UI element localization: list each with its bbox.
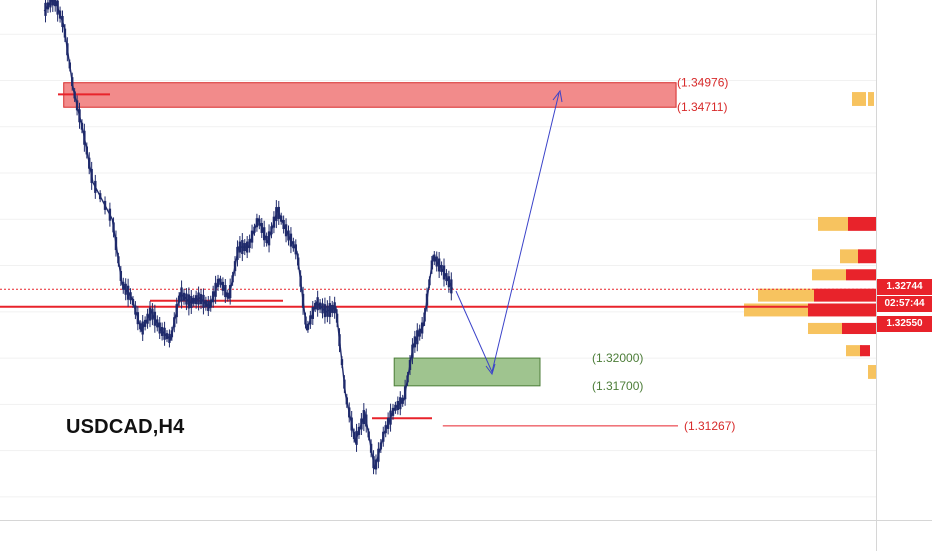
arrow-head-icon	[485, 363, 496, 376]
volume-profile-bar	[818, 216, 848, 231]
support-zone[interactable]	[393, 357, 541, 387]
volume-profile-bar	[858, 249, 876, 264]
candle-body	[51, 0, 54, 6]
volume-profile-bar	[842, 322, 876, 335]
volume-profile-bar	[852, 92, 866, 106]
level-annotation-label: (1.34976)	[677, 76, 728, 90]
volume-profile-bar	[758, 288, 814, 302]
volume-profile-bar	[808, 303, 876, 317]
volume-profile-bar	[814, 288, 876, 302]
resistance-zone[interactable]	[63, 82, 677, 108]
current-price-tag: 1.32744	[877, 279, 932, 295]
level-annotation-label: (1.32000)	[592, 351, 643, 365]
volume-profile-bar	[744, 303, 810, 317]
level-annotation-label: (1.31267)	[684, 419, 735, 433]
projection-path[interactable]	[455, 92, 560, 374]
price-axis[interactable]	[876, 0, 932, 520]
volume-profile-bar	[860, 345, 870, 357]
volume-profile-bar	[868, 365, 876, 379]
time-axis[interactable]	[0, 520, 876, 551]
price-series-line[interactable]	[43, 0, 454, 470]
symbol-label: USDCAD,H4	[66, 416, 185, 438]
last-close-tag: 1.32550	[877, 316, 932, 332]
countdown-tag: 02:57:44	[877, 296, 932, 312]
candle-body	[49, 0, 52, 8]
volume-profile-bar	[846, 345, 862, 357]
volume-profile-bar	[848, 216, 876, 231]
arrow-head-icon	[552, 89, 563, 103]
volume-profile-bar	[868, 92, 874, 106]
level-annotation-label: (1.31700)	[592, 379, 643, 393]
axis-corner	[876, 520, 932, 551]
candle-body	[54, 0, 57, 7]
volume-profile-bar	[840, 249, 860, 264]
volume-profile-bar	[812, 269, 846, 281]
level-annotation-label: (1.34711)	[677, 100, 727, 114]
volume-profile-bar	[846, 269, 876, 281]
volume-profile-bar	[808, 322, 842, 335]
